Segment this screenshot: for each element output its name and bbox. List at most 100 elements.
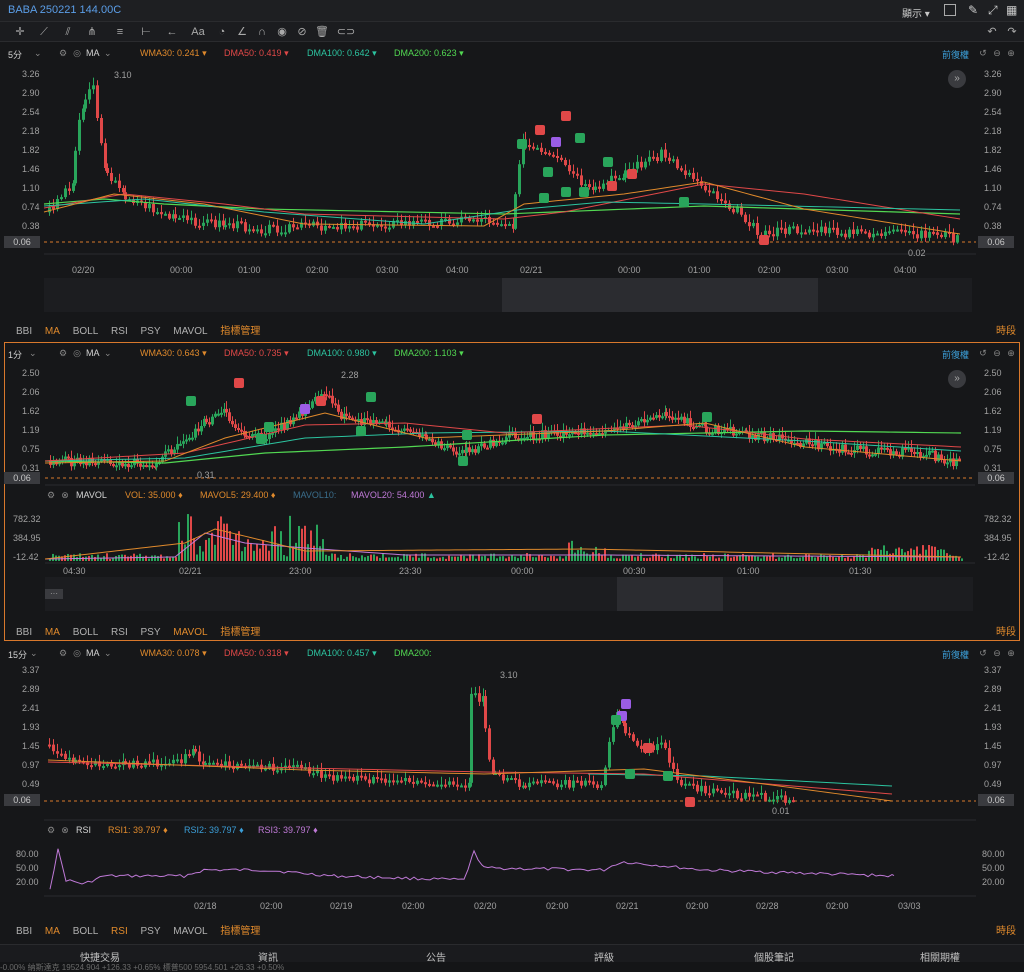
candle-body <box>173 449 176 455</box>
plus-icon[interactable]: ⊕ <box>1007 648 1015 658</box>
period-button[interactable]: 時段 <box>996 326 1016 337</box>
crosshair-icon[interactable]: ✛ <box>15 26 25 38</box>
tab-psy[interactable]: PSY <box>140 627 161 638</box>
tab-boll[interactable]: BOLL <box>72 627 99 638</box>
expand-icon[interactable]: ⤢ <box>988 3 998 17</box>
volume-bar <box>739 555 741 561</box>
chevron-down-icon[interactable]: ⌄ <box>104 648 112 658</box>
close-icon[interactable]: ⊗ <box>61 825 69 835</box>
minus-icon[interactable]: ⊖ <box>993 648 1001 658</box>
pitchfork-icon[interactable]: ⋔ <box>87 26 97 38</box>
adjust-label[interactable]: 前復權 <box>942 50 970 60</box>
trash-icon[interactable]: 🗑 <box>315 26 329 38</box>
tab-ma[interactable]: MA <box>44 627 60 638</box>
nav-related-options[interactable]: 相關期權 <box>920 953 960 964</box>
pencil-icon[interactable]: ∠ <box>237 26 247 38</box>
tab-mavol[interactable]: MAVOL <box>173 326 208 337</box>
tab-indicator-management[interactable]: 指標管理 <box>220 326 261 337</box>
undo-icon[interactable]: ↶ <box>987 26 997 38</box>
tab-mavol[interactable]: MAVOL <box>173 627 208 638</box>
nav-stock-notes[interactable]: 個股筆記 <box>754 953 794 964</box>
link-icon[interactable]: ⊂⊃ <box>336 26 356 38</box>
candle-body <box>744 792 747 799</box>
eye-icon[interactable]: ◎ <box>73 48 81 58</box>
tab-psy[interactable]: PSY <box>140 326 161 337</box>
tab-rsi[interactable]: RSI <box>111 627 128 638</box>
candle-chart-5min[interactable] <box>4 44 1020 340</box>
tab-ma[interactable]: MA <box>44 926 60 937</box>
tab-bbi[interactable]: BBI <box>16 926 33 937</box>
interval-selector[interactable]: 1分 <box>8 350 23 360</box>
layout-icon[interactable] <box>944 4 956 16</box>
volume-bar <box>271 531 273 561</box>
chevron-down-icon[interactable]: ⌄ <box>29 348 37 358</box>
volume-bar <box>658 554 660 561</box>
reset-icon[interactable]: ↺ <box>979 648 987 658</box>
adjust-label[interactable]: 前復權 <box>942 650 970 660</box>
arrow-icon[interactable]: ← <box>166 26 178 38</box>
reset-icon[interactable]: ↺ <box>979 48 987 58</box>
plus-icon[interactable]: ⊕ <box>1007 348 1015 358</box>
candle-chart-1min[interactable] <box>5 343 1019 640</box>
display-dropdown[interactable]: 顯示 ▾ <box>902 9 930 20</box>
tab-indicator-management[interactable]: 指標管理 <box>220 926 261 937</box>
nav-quick-trade[interactable]: 快捷交易 <box>80 953 120 964</box>
channel-icon[interactable]: ⫽ <box>65 26 71 38</box>
tab-boll[interactable]: BOLL <box>72 926 99 937</box>
tab-boll[interactable]: BOLL <box>72 326 99 337</box>
interval-selector[interactable]: 5分 <box>8 50 23 60</box>
interval-selector[interactable]: 15分 <box>8 650 28 660</box>
plus-icon[interactable]: ⊕ <box>1007 48 1015 58</box>
tab-rsi[interactable]: RSI <box>111 326 128 337</box>
gear-icon[interactable]: ⚙ <box>58 348 68 358</box>
minus-icon[interactable]: ⊖ <box>993 48 1001 58</box>
nav-announcements[interactable]: 公告 <box>426 953 446 964</box>
gear-icon[interactable]: ⚙ <box>58 648 68 658</box>
navigator[interactable] <box>45 577 973 611</box>
fib-icon[interactable]: ≡ <box>116 26 124 38</box>
gear-icon[interactable]: ⚙ <box>58 48 68 58</box>
expand-arrow-icon[interactable]: » <box>948 370 966 388</box>
period-button[interactable]: 時段 <box>996 926 1016 937</box>
tab-bbi[interactable]: BBI <box>16 326 33 337</box>
tab-rsi[interactable]: RSI <box>111 926 128 937</box>
tab-indicator-management[interactable]: 指標管理 <box>220 627 261 638</box>
gear-icon[interactable]: ⚙ <box>46 825 56 835</box>
candle-chart-15min[interactable] <box>4 644 1020 942</box>
eye-icon[interactable]: ◎ <box>73 348 81 358</box>
gear-icon[interactable]: ⚙ <box>46 490 56 500</box>
tab-mavol[interactable]: MAVOL <box>173 926 208 937</box>
magnet-icon[interactable]: ∩ <box>258 26 266 38</box>
nav-news[interactable]: 資訊 <box>258 953 278 964</box>
lock-icon[interactable]: ⊘ <box>297 26 307 38</box>
tab-bbi[interactable]: BBI <box>16 627 33 638</box>
eye-icon[interactable]: ◎ <box>73 648 81 658</box>
candle-body <box>122 188 125 193</box>
more-icon[interactable]: ··· <box>45 589 63 599</box>
navigator-window[interactable] <box>502 278 818 312</box>
brush-icon[interactable]: ◔ <box>218 26 226 38</box>
close-icon[interactable]: ⊗ <box>61 490 69 500</box>
text-icon[interactable]: Aa <box>191 26 205 38</box>
navigator-window[interactable] <box>617 577 723 611</box>
grid-icon[interactable]: ▦ <box>1006 3 1018 17</box>
adjust-label[interactable]: 前復權 <box>942 350 970 360</box>
redo-icon[interactable]: ↷ <box>1007 26 1017 38</box>
chevron-down-icon[interactable]: ⌄ <box>104 348 112 358</box>
eye-icon[interactable]: ◉ <box>277 26 287 38</box>
chevron-down-icon[interactable]: ⌄ <box>34 48 42 58</box>
y-tick-label: 1.93 <box>984 722 1002 732</box>
tab-ma[interactable]: MA <box>44 326 60 337</box>
reset-icon[interactable]: ↺ <box>979 348 987 358</box>
pencil-icon[interactable]: ✎ <box>968 3 979 17</box>
period-button[interactable]: 時段 <box>996 627 1016 638</box>
expand-arrow-icon[interactable]: » <box>948 70 966 88</box>
line-icon[interactable]: ⟋ <box>40 26 48 38</box>
measure-icon[interactable]: ⊢ <box>141 26 151 38</box>
minus-icon[interactable]: ⊖ <box>993 348 1001 358</box>
volume-bar <box>553 556 555 561</box>
tab-psy[interactable]: PSY <box>140 926 161 937</box>
chevron-down-icon[interactable]: ⌄ <box>104 48 112 58</box>
chevron-down-icon[interactable]: ⌄ <box>30 648 38 658</box>
nav-ratings[interactable]: 評級 <box>594 953 614 964</box>
